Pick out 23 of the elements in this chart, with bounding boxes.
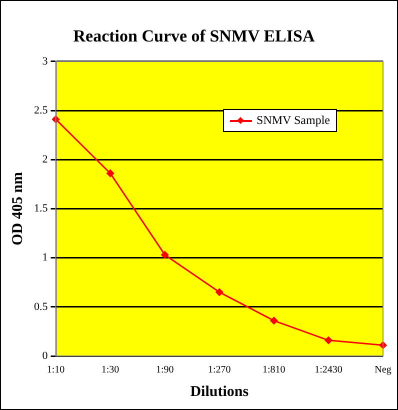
y-axis-title: OD 405 nm (10, 172, 26, 246)
x-tick-label: 1:270 (208, 364, 231, 376)
x-tick-label: 1:30 (101, 364, 120, 376)
x-tick-label: Neg (374, 364, 392, 376)
y-tick-label: 1 (42, 252, 48, 264)
y-tick-label: 2 (42, 153, 48, 166)
y-tick-label: 3 (42, 55, 48, 68)
legend-label: SNMV Sample (256, 113, 330, 128)
y-tick-label: 0 (42, 350, 48, 362)
point (270, 316, 278, 324)
x-axis-title: Dilutions (190, 384, 249, 400)
point (161, 251, 169, 259)
point (216, 288, 224, 296)
y-tick-label: 0.5 (34, 300, 48, 313)
y-tick-label: 1.5 (34, 202, 48, 215)
x-tick-label: 1:2430 (314, 364, 342, 376)
point (324, 336, 332, 344)
y-tick-label: 2.5 (34, 104, 48, 116)
chart-title: Reaction Curve of SNMV ELISA (73, 26, 316, 46)
x-tick-label: 1:10 (46, 364, 65, 376)
x-tick-label: 1:810 (262, 364, 286, 376)
point (106, 170, 114, 178)
x-tick-label: 1:90 (156, 364, 174, 376)
